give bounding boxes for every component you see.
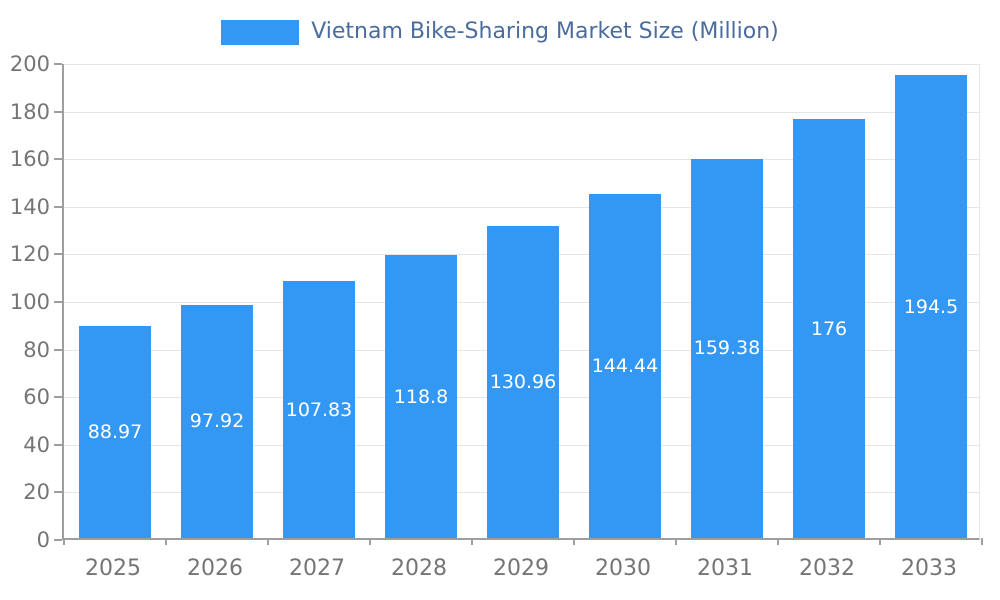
x-axis-label: 2027 [289, 556, 345, 581]
y-axis-tick [54, 491, 62, 494]
bar-value-label: 88.97 [87, 421, 143, 444]
y-axis-tick [54, 110, 62, 113]
bar-2033: 194.5 [895, 75, 967, 538]
gridline [64, 64, 979, 65]
y-axis-tick [54, 63, 62, 65]
x-axis-tick [165, 538, 167, 545]
x-axis-label: 2033 [901, 556, 957, 581]
bar-value-label: 194.5 [903, 295, 959, 318]
y-axis-tick [54, 205, 62, 208]
y-axis-label: 200 [9, 52, 50, 76]
bar-value-label: 159.38 [693, 337, 761, 360]
y-axis-tick [54, 253, 62, 256]
y-axis-label: 40 [23, 432, 50, 457]
x-axis-tick [573, 538, 575, 545]
bar-2030: 144.44 [589, 194, 661, 538]
bar-value-label: 144.44 [591, 355, 659, 378]
x-axis-tick [369, 538, 371, 545]
y-axis-tick [54, 158, 62, 161]
bar-2031: 159.38 [691, 158, 763, 538]
chart-title: Vietnam Bike-Sharing Market Size (Millio… [311, 19, 779, 44]
gridline [64, 159, 979, 161]
y-axis-label: 80 [23, 337, 50, 362]
bar-2028: 118.8 [385, 255, 457, 538]
x-axis-label: 2032 [799, 556, 855, 581]
gridline [64, 206, 979, 208]
x-axis-tick [981, 538, 983, 545]
x-axis-label: 2029 [493, 556, 549, 581]
y-axis-label: 100 [9, 290, 50, 314]
y-axis-label: 60 [23, 385, 50, 410]
bar-value-label: 176 [810, 317, 848, 340]
x-axis-tick [471, 538, 473, 545]
y-axis-tick [54, 539, 62, 541]
y-axis-label: 120 [9, 242, 50, 267]
bar-value-label: 97.92 [189, 410, 245, 433]
y-axis-label: 0 [36, 528, 50, 552]
x-axis-label: 2028 [391, 556, 447, 581]
x-axis-label: 2030 [595, 556, 651, 581]
bar-2025: 88.97 [79, 326, 151, 538]
x-axis-label: 2031 [697, 556, 753, 581]
bar-value-label: 107.83 [285, 398, 353, 421]
y-axis-tick [54, 301, 62, 303]
x-axis-tick [879, 538, 881, 545]
y-axis-label: 20 [23, 480, 50, 505]
chart-legend[interactable]: Vietnam Bike-Sharing Market Size (Millio… [0, 16, 1000, 48]
x-axis-tick [675, 538, 677, 545]
bar-value-label: 130.96 [489, 371, 557, 394]
bar-2032: 176 [793, 119, 865, 538]
x-axis-tick [777, 538, 779, 545]
bar-value-label: 118.8 [393, 385, 449, 408]
x-axis-tick [63, 538, 65, 545]
bar-2027: 107.83 [283, 281, 355, 538]
y-axis-tick [54, 396, 62, 399]
y-axis-tick [54, 348, 62, 351]
y-axis-tick [54, 443, 62, 446]
bar-2029: 130.96 [487, 226, 559, 538]
y-axis-label: 160 [9, 147, 50, 172]
x-axis-label: 2025 [85, 556, 141, 581]
legend-swatch [221, 19, 300, 45]
x-axis-tick [267, 538, 269, 545]
y-axis-label: 140 [9, 194, 50, 219]
plot-area: 88.97 97.92 107.83 118.8 130.96 144.44 159.38 1… [54, 63, 983, 545]
gridline [64, 111, 979, 113]
x-axis-label: 2026 [187, 556, 243, 581]
y-axis-label: 180 [9, 99, 50, 124]
bar-2026: 97.92 [181, 304, 253, 538]
